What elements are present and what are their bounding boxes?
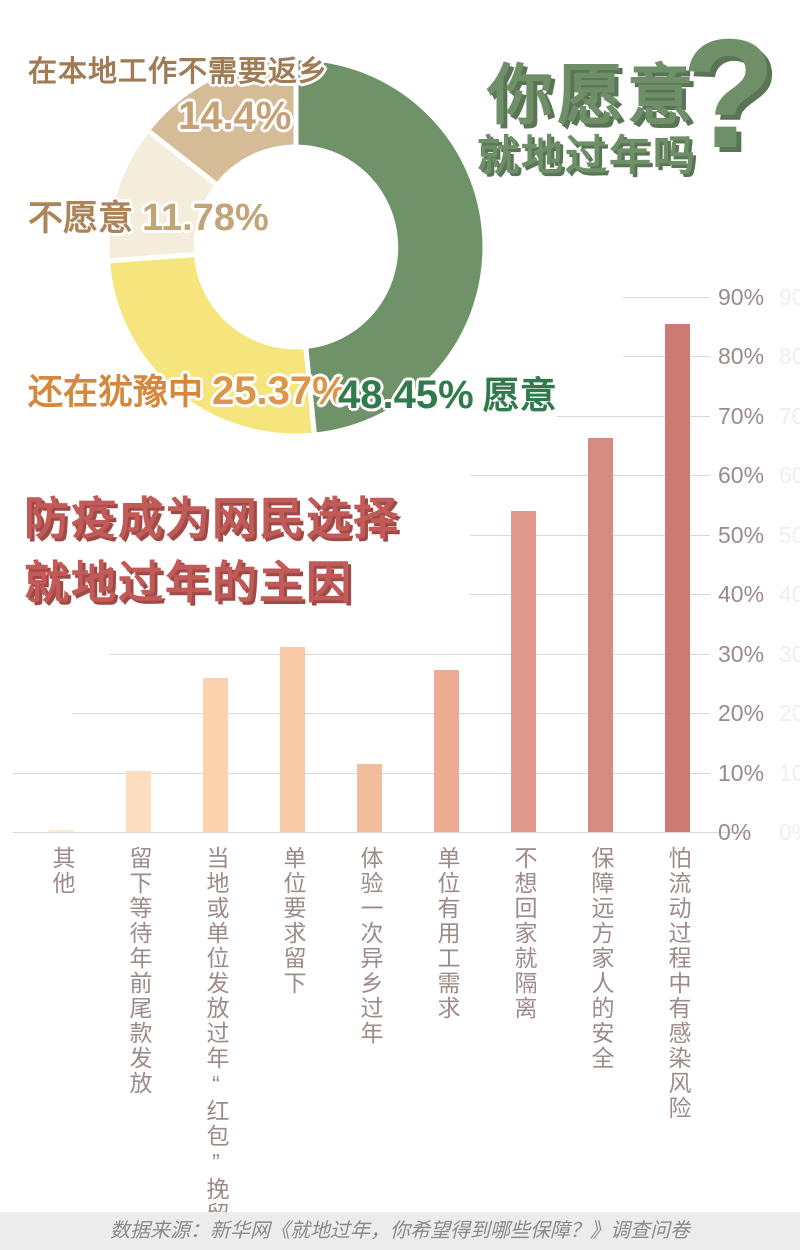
bar [203, 678, 228, 832]
x-axis-label: 不想回家就隔离 [511, 846, 537, 1021]
donut-label-willing-text: 愿意 [482, 375, 557, 416]
bar [511, 511, 536, 832]
bar [665, 324, 690, 832]
donut-value-local-work: 14.4% [178, 94, 292, 138]
y-axis-label: 90% [718, 283, 765, 310]
y-axis-label: 20% [718, 700, 765, 726]
bar [588, 438, 613, 832]
question-mark-decoration: ? [681, 7, 776, 180]
footer-bar: 数据来源：新华网《就地过年，你希望得到哪些保障？》调查问卷 [0, 1212, 800, 1250]
y-axis-label-ghost: 0% [779, 819, 800, 845]
gridline-70 [557, 415, 710, 417]
y-axis-label-ghost: 90% [779, 283, 800, 310]
y-axis-label: 70% [718, 402, 765, 429]
donut-label-willing: 48.45% 愿意 [338, 365, 557, 419]
y-axis-label-ghost: 70% [779, 402, 800, 429]
donut-segment-1 [104, 251, 318, 439]
donut-chart [104, 55, 488, 439]
y-axis-label-ghost: 60% [779, 462, 800, 488]
page-title-line2: 就地过年吗 [476, 132, 697, 179]
y-axis-label-ghost: 80% [779, 343, 800, 369]
donut-label-unwilling-text: 不愿意 [28, 199, 134, 238]
page-title-line1: 你愿意 [487, 58, 697, 132]
bar-chart-title-line1: 防疫成为网民选择 [24, 493, 401, 544]
donut-value-unwilling: 11.78% [142, 197, 269, 239]
bar [357, 764, 382, 832]
y-axis-label: 30% [718, 640, 765, 667]
data-source-text: 数据来源：新华网《就地过年，你希望得到哪些保障？》调查问卷 [110, 1220, 690, 1242]
x-axis-label: 体验一次异乡过年 [357, 846, 383, 1046]
x-axis-label: 当地或单位发放过年“红包”挽留 [203, 846, 229, 1227]
x-axis-label: 怕流动过程中有感染风险 [665, 846, 691, 1121]
donut-segment-0 [293, 55, 488, 438]
x-axis-label: 保障远方家人的安全 [588, 846, 614, 1071]
donut-label-unwilling: 不愿意 11.78% [28, 190, 269, 241]
bar-chart-title-line2: 就地过年的主因 [24, 557, 354, 608]
gridline-30 [110, 653, 710, 655]
y-axis-label: 60% [718, 462, 765, 488]
bar [49, 830, 74, 832]
donut-segment-3 [143, 55, 299, 189]
donut-label-hesitant: 还在犹豫中 25.37% [28, 364, 348, 415]
y-axis-label: 40% [718, 581, 765, 607]
x-axis-label: 其他 [49, 846, 75, 896]
x-axis-label: 单位有用工需求 [434, 846, 460, 1021]
y-axis-label-ghost: 30% [779, 640, 800, 667]
y-axis-label: 50% [718, 521, 765, 548]
donut-label-hesitant-text: 还在犹豫中 [28, 373, 204, 412]
y-axis-label-ghost: 20% [779, 700, 800, 726]
gridline-0 [13, 832, 748, 833]
y-axis-label: 0% [718, 819, 752, 845]
y-axis-label-ghost: 40% [779, 581, 800, 607]
x-axis-label: 单位要求留下 [280, 846, 306, 996]
y-axis-label: 80% [718, 343, 765, 369]
donut-value-willing: 48.45% [338, 373, 474, 417]
donut-label-local-work: 在本地工作不需要返乡 [28, 56, 329, 88]
x-axis-label: 留下等待年前尾款发放 [126, 846, 152, 1096]
y-axis-label-ghost: 10% [779, 759, 800, 786]
bar [280, 647, 305, 832]
gridline-20 [72, 713, 710, 714]
bar [434, 670, 459, 832]
gridline-90 [623, 296, 710, 298]
donut-value-hesitant: 25.37% [212, 369, 348, 413]
y-axis-label: 10% [718, 759, 765, 786]
bar [126, 771, 151, 832]
y-axis-label-ghost: 50% [779, 521, 800, 548]
